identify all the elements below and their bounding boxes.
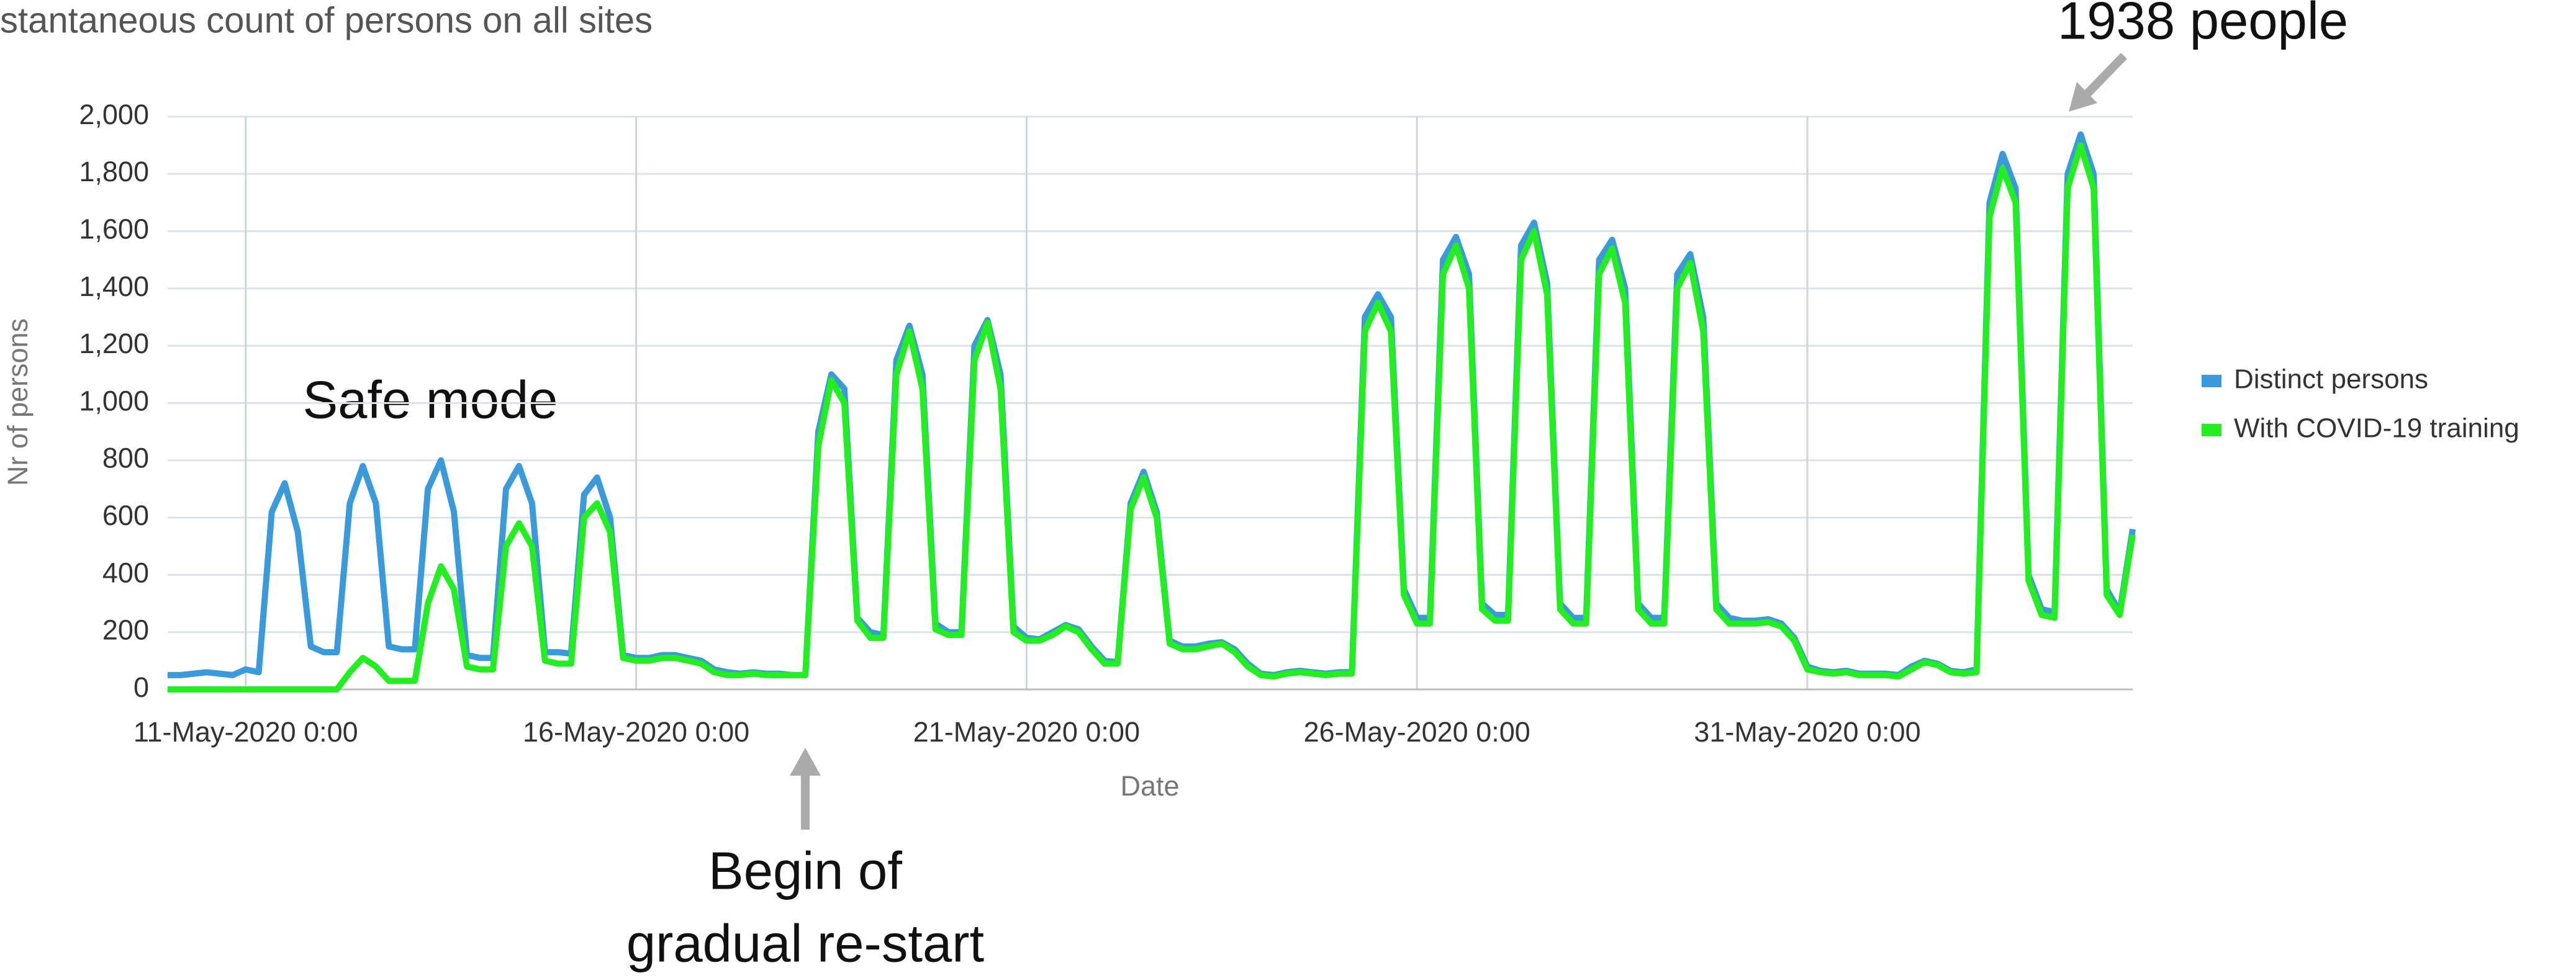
arrow-shaft	[2079, 53, 2128, 101]
series-line	[168, 142, 2136, 693]
annotation: Begin of	[708, 841, 902, 900]
y-tick-label: 800	[102, 442, 149, 474]
y-tick-label: 2,000	[79, 99, 149, 130]
y-axis-label: Nr of persons	[2, 318, 34, 486]
y-tick-label: 1,000	[79, 385, 149, 416]
y-tick-label: 1,400	[79, 271, 149, 302]
x-tick-label: 31-May-2020 0:00	[1694, 716, 1920, 748]
y-tick-label: 600	[102, 500, 149, 531]
grid: 0 200 400 600 800 1,000 1,200 1,400 1,600 1,800 2,…	[79, 99, 2133, 748]
y-tick-label: 1,800	[79, 156, 149, 187]
x-tick-label: 16-May-2020 0:00	[523, 716, 749, 748]
x-axis-label: Date	[1120, 770, 1179, 802]
legend-swatch	[2202, 375, 2221, 387]
y-tick-label: 400	[102, 557, 149, 588]
arrow-shaft	[801, 773, 810, 830]
y-tick-label: 0	[133, 671, 149, 703]
legend: Distinct persons With COVID-19 training	[2202, 364, 2520, 444]
y-tick-label: 200	[102, 614, 149, 646]
y-tick-label: 1,200	[79, 328, 149, 359]
x-tick-label: 21-May-2020 0:00	[913, 716, 1140, 748]
legend-swatch	[2202, 424, 2221, 436]
y-tick-label: 1,600	[79, 213, 149, 244]
annotation: gradual re-start	[626, 914, 984, 973]
x-tick-label: 26-May-2020 0:00	[1304, 716, 1530, 748]
arrow-head	[790, 748, 821, 776]
arrow	[790, 748, 821, 830]
legend-label: With COVID-19 training	[2234, 413, 2520, 444]
annotation: 1938 people	[2058, 0, 2348, 50]
arrow-head	[2069, 82, 2097, 112]
plot-lines	[168, 131, 2136, 693]
x-tick-label: 11-May-2020 0:00	[133, 716, 358, 748]
arrow	[2069, 53, 2128, 112]
legend-label: Distinct persons	[2234, 364, 2428, 395]
annotation: Safe mode	[302, 370, 558, 429]
chart-title: stantaneous count of persons on all site…	[0, 0, 653, 40]
